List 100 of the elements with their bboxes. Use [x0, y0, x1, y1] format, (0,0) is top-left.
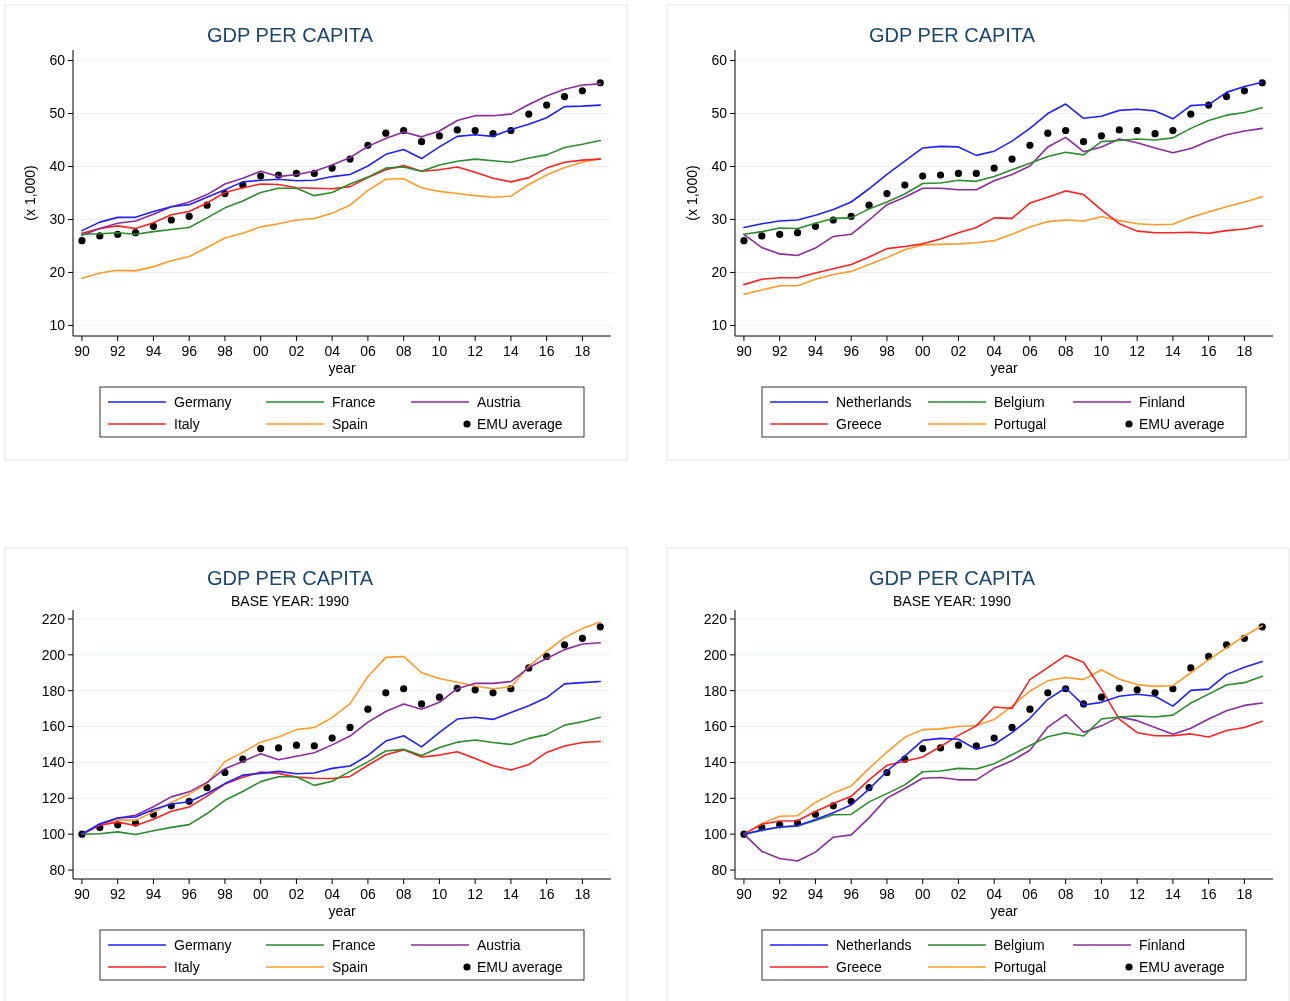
- legend-label: Portugal: [994, 958, 1047, 975]
- point: [1169, 126, 1177, 135]
- x-tick-label: 90: [74, 343, 90, 359]
- point: [1044, 689, 1052, 697]
- legend-label: Spain: [332, 958, 368, 975]
- point: [560, 641, 569, 649]
- x-axis-title: year: [990, 903, 1018, 919]
- y-tick-label: 20: [49, 264, 66, 281]
- legend-label: EMU average: [1139, 958, 1225, 975]
- y-tick-label: 10: [711, 317, 728, 334]
- x-tick-label: 10: [1093, 886, 1110, 902]
- x-tick-label: 96: [181, 343, 198, 359]
- legend-label: Finland: [1139, 936, 1185, 953]
- chart-title: GDP PER CAPITA: [869, 567, 1036, 589]
- line-series: [81, 158, 602, 235]
- point: [525, 110, 533, 118]
- chart-title: GDP PER CAPITA: [207, 24, 374, 46]
- x-tick-label: 96: [843, 886, 860, 902]
- point: [972, 169, 980, 177]
- point: [310, 742, 318, 750]
- y-tick-label: 10: [49, 317, 66, 334]
- x-axis-title: year: [328, 360, 356, 376]
- x-axis-title: year: [990, 360, 1018, 376]
- point: [1187, 110, 1195, 118]
- x-tick-label: 10: [431, 343, 448, 359]
- x-tick-label: 96: [181, 886, 198, 902]
- x-tick-label: 18: [574, 343, 591, 359]
- x-tick-label: 14: [1165, 886, 1181, 902]
- point: [346, 723, 354, 732]
- legend-label: Belgium: [994, 393, 1045, 410]
- point: [417, 138, 426, 146]
- legend-label: Germany: [174, 936, 232, 953]
- point: [1044, 129, 1052, 137]
- point: [793, 229, 802, 237]
- y-tick-label: 180: [41, 682, 66, 699]
- point: [453, 126, 461, 134]
- x-tick-label: 92: [771, 343, 788, 359]
- point: [596, 623, 604, 631]
- x-tick-label: 08: [395, 343, 412, 359]
- point: [1133, 126, 1141, 135]
- point: [489, 689, 497, 697]
- x-tick-label: 18: [1236, 343, 1253, 359]
- legend-label: Belgium: [994, 936, 1045, 953]
- point: [758, 232, 766, 240]
- point: [1079, 138, 1088, 146]
- legend-label: Italy: [174, 415, 200, 432]
- y-tick-label: 160: [41, 718, 66, 735]
- chart-subtitle: BASE YEAR: 1990: [230, 593, 350, 609]
- x-tick-label: 98: [879, 343, 895, 359]
- x-tick-label: 12: [467, 343, 484, 359]
- x-tick-label: 92: [771, 886, 788, 902]
- legend-label: Greece: [836, 958, 883, 975]
- point: [1169, 685, 1177, 693]
- legend-label: Portugal: [994, 415, 1047, 432]
- legend-label: EMU average: [477, 958, 563, 975]
- x-tick-label: 04: [324, 886, 341, 902]
- legend-label: Germany: [174, 393, 232, 410]
- x-tick-label: 16: [538, 343, 555, 359]
- point: [1151, 130, 1159, 138]
- point: [400, 685, 408, 693]
- y-tick-label: 220: [703, 610, 728, 627]
- y-tick-label: 80: [49, 861, 66, 878]
- x-tick-label: 94: [145, 886, 162, 902]
- point: [167, 216, 175, 224]
- legend-label: France: [332, 393, 376, 410]
- x-tick-label: 18: [1236, 886, 1253, 902]
- x-tick-label: 00: [914, 886, 931, 902]
- x-tick-label: 10: [431, 886, 448, 902]
- point: [435, 132, 444, 140]
- y-tick-label: 120: [703, 790, 728, 807]
- x-tick-label: 12: [1129, 886, 1146, 902]
- point: [185, 212, 193, 220]
- legend-label: Finland: [1139, 393, 1185, 410]
- legend-label: EMU average: [1139, 415, 1225, 432]
- point: [435, 693, 444, 701]
- x-tick-label: 90: [736, 343, 752, 359]
- y-tick-label: 140: [41, 754, 66, 771]
- x-axis-title: year: [328, 903, 356, 919]
- x-tick-label: 08: [1057, 886, 1074, 902]
- y-axis-title: (x 1,000): [22, 165, 38, 221]
- point: [990, 164, 998, 172]
- x-tick-label: 98: [217, 886, 233, 902]
- point: [1097, 693, 1106, 701]
- x-tick-label: 16: [538, 886, 555, 902]
- point: [990, 734, 998, 742]
- x-tick-label: 02: [950, 886, 967, 902]
- chart-title: GDP PER CAPITA: [869, 24, 1036, 46]
- point: [328, 734, 336, 742]
- y-tick-label: 40: [711, 158, 728, 175]
- y-tick-label: 30: [711, 211, 728, 228]
- x-tick-label: 06: [360, 343, 376, 359]
- point: [578, 87, 586, 95]
- point: [865, 201, 873, 209]
- point: [883, 189, 891, 198]
- chart-title: GDP PER CAPITA: [207, 567, 374, 589]
- point: [1026, 705, 1034, 713]
- legend-label: Austria: [477, 393, 521, 410]
- line-series: [743, 81, 1264, 229]
- x-tick-label: 94: [807, 343, 824, 359]
- x-tick-label: 02: [950, 343, 967, 359]
